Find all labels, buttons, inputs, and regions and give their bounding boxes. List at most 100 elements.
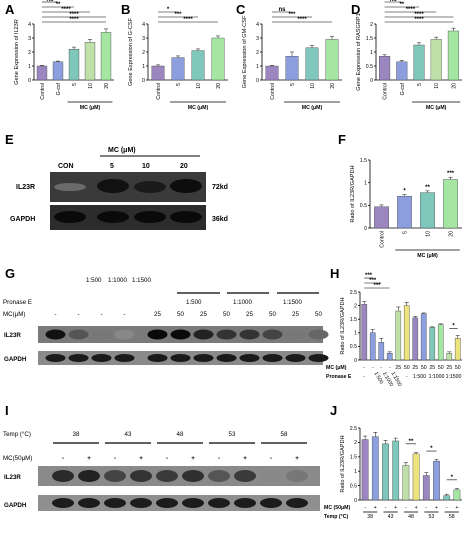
blot-i-mc-value: + — [87, 455, 91, 462]
y-tick-label: 0.5 — [350, 483, 357, 489]
significance-label: ns — [390, 0, 398, 3]
x-tick-label: 10 — [426, 231, 432, 237]
x-tick-label: 5 — [176, 83, 182, 86]
blot-g-mc-value: - — [100, 311, 102, 318]
bar — [396, 61, 408, 81]
mc-value: - — [372, 365, 374, 371]
y-tick-label: 2 — [142, 50, 145, 56]
band — [68, 354, 89, 362]
panel-label-c: C — [236, 2, 246, 17]
y-axis-label: Gene Expression of RASGRP1 — [356, 13, 362, 90]
row-label-pronase: Pronase E — [326, 374, 352, 380]
mc-value: - — [389, 365, 391, 371]
y-tick-label: 1.5 — [366, 36, 373, 42]
blot-g-il23r-bands — [45, 329, 329, 340]
band — [286, 470, 308, 482]
y-tick-label: 0 — [370, 78, 373, 84]
band — [134, 211, 166, 223]
mc-value: 25 — [412, 365, 418, 371]
panel-label-e: E — [5, 132, 14, 147]
western-blot-e: MC (μM) CON 5 10 20 IL23R GAPDH 72kd 36k… — [10, 147, 228, 230]
band — [208, 470, 230, 482]
blot-i-mc-value: - — [114, 455, 116, 462]
significance-label: **** — [61, 7, 71, 13]
blot-g-group-1-1500: 1:1500 — [283, 299, 302, 306]
x-tick-label: 10 — [434, 83, 440, 89]
bar — [453, 489, 461, 501]
chart-a: 0 1 2 3 4 Gene Expression of IL23R Control G-cs… — [14, 0, 114, 111]
band — [91, 354, 112, 362]
group-label: MC (μM) — [426, 105, 447, 111]
x-tick-label: G-csf — [56, 82, 62, 95]
mc-value: + — [455, 505, 458, 511]
blot-g-group-1-1000: 1:1000 — [233, 299, 252, 306]
band — [78, 470, 100, 482]
pronase-value: 1:500 — [413, 374, 426, 380]
blot-g-mc-value: 25 — [200, 311, 207, 318]
band — [193, 354, 214, 362]
bar — [454, 338, 461, 361]
blot-g-gapdh-bands — [45, 354, 329, 362]
band — [239, 329, 260, 340]
y-tick-label: 1.5 — [350, 455, 357, 461]
band — [134, 181, 166, 193]
bar — [36, 65, 48, 81]
pronase-value: - — [397, 374, 399, 380]
mc-value: 25 — [446, 365, 452, 371]
bar — [395, 310, 402, 361]
mc-value: - — [385, 505, 387, 511]
blot-g-mc-value: 25 — [246, 311, 253, 318]
bar — [447, 30, 459, 81]
temp-value: 53 — [429, 514, 435, 520]
band — [170, 179, 202, 193]
y-tick-label: 2 — [256, 50, 259, 56]
western-blot-i: Temp (°C) 38 43 48 53 58 MC(50μM) - + - + - + - + - +… — [3, 431, 320, 511]
band — [308, 329, 329, 340]
band — [286, 498, 308, 508]
chart-d: 0 0.5 1 1.5 2 Gene Expression of RASGRP1 Contr… — [356, 0, 462, 111]
bar — [446, 353, 453, 361]
y-tick-label: 3 — [142, 36, 145, 42]
significance-label: **** — [414, 17, 424, 23]
mc-value: 50 — [438, 365, 444, 371]
y-tick-label: 1 — [354, 469, 357, 475]
bar — [361, 439, 369, 501]
y-tick-label: 4 — [28, 22, 31, 28]
blot-i-mc-value: - — [62, 455, 64, 462]
row-label-mc: MC (50μM) — [324, 505, 351, 511]
bar — [443, 179, 458, 229]
mc-value: - — [364, 505, 366, 511]
bar — [325, 39, 339, 81]
mc-value: + — [394, 505, 397, 511]
blot-g-row-il23r: IL23R — [4, 332, 21, 339]
band — [170, 354, 191, 362]
blot-i-temp: 53 — [229, 431, 236, 438]
mc-value: 50 — [421, 365, 427, 371]
band — [52, 470, 74, 482]
x-tick-label: 20 — [330, 83, 336, 89]
bar — [285, 56, 299, 81]
blot-e-lane-5: 5 — [110, 163, 114, 170]
panel-label-d: D — [351, 2, 360, 17]
blot-g-mc-value: 25 — [292, 311, 299, 318]
mc-value: 50 — [455, 365, 461, 371]
band — [193, 329, 214, 340]
blot-i-mc-value: - — [270, 455, 272, 462]
blot-e-row-gapdh: GAPDH — [10, 216, 35, 223]
blot-g-top-1-1500: 1:1500 — [132, 277, 151, 284]
bar — [420, 192, 435, 229]
blot-g-mc-value: 25 — [154, 311, 161, 318]
bar — [68, 49, 80, 81]
x-tick-label: 5 — [417, 83, 423, 86]
group-label: MC (μM) — [188, 105, 209, 111]
blot-e-size-72: 72kd — [212, 184, 228, 191]
bar — [403, 305, 410, 361]
band — [260, 470, 282, 482]
y-tick-label: 1 — [354, 331, 357, 337]
blot-e-lane-10: 10 — [142, 163, 150, 170]
y-tick-label: 2 — [370, 22, 373, 28]
bar — [413, 44, 425, 81]
significance-label: * — [452, 324, 455, 330]
significance-label: * — [403, 188, 406, 194]
